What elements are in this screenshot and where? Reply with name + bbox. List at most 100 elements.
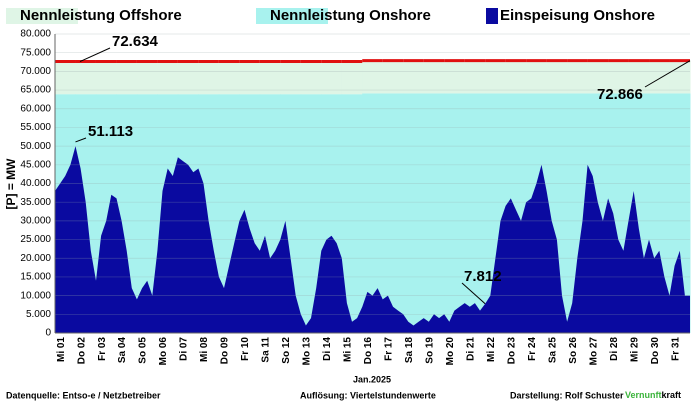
footer-brand: Vernunftkraft — [625, 390, 681, 400]
offshore-capacity — [259, 61, 281, 95]
annotation: 7.812 — [464, 268, 502, 285]
onshore-capacity — [341, 94, 363, 333]
x-tick-label: Sa 25 — [547, 337, 558, 364]
x-tick-label: So 26 — [568, 337, 579, 364]
x-tick-label: Mo 13 — [302, 337, 313, 366]
offshore-capacity — [218, 61, 240, 95]
offshore-capacity — [136, 61, 158, 95]
offshore-capacity — [526, 60, 548, 94]
offshore-capacity — [239, 61, 261, 95]
offshore-capacity — [362, 60, 384, 94]
legend-label: Einspeisung Onshore — [500, 7, 655, 24]
offshore-capacity — [382, 60, 404, 94]
y-tick-label: 45.000 — [20, 159, 51, 170]
offshore-capacity — [280, 61, 302, 95]
onshore-capacity — [423, 93, 445, 334]
y-tick-label: 60.000 — [20, 103, 51, 114]
x-tick-label: Di 14 — [322, 337, 333, 361]
x-tick-label: Fr 10 — [240, 337, 251, 361]
onshore-capacity — [362, 93, 384, 334]
offshore-capacity — [608, 60, 630, 94]
offshore-capacity — [587, 60, 609, 94]
y-tick-label: 25.000 — [20, 234, 51, 245]
x-tick-label: Di 21 — [465, 337, 476, 361]
offshore-capacity — [546, 60, 568, 94]
x-tick-label: So 19 — [424, 337, 435, 364]
x-tick-label: Di 07 — [179, 337, 190, 361]
offshore-capacity — [198, 61, 220, 95]
offshore-capacity — [321, 61, 343, 95]
onshore-capacity — [382, 93, 404, 334]
y-tick-label: 55.000 — [20, 122, 51, 133]
offshore-capacity — [485, 60, 507, 94]
y-tick-label: 65.000 — [20, 85, 51, 96]
offshore-capacity — [116, 61, 138, 95]
x-tick-label: Mi 01 — [56, 337, 67, 362]
footer-source: Datenquelle: Entso-e / Netzbetreiber — [6, 390, 161, 400]
y-tick-label: 70.000 — [20, 66, 51, 77]
onshore-capacity — [464, 93, 486, 334]
annotation-leader — [79, 47, 111, 62]
offshore-capacity — [567, 60, 589, 94]
onshore-feed-area — [55, 146, 690, 333]
y-tick-label: 5.000 — [26, 309, 51, 320]
y-tick-label: 20.000 — [20, 253, 51, 264]
x-tick-label: Sa 11 — [261, 337, 272, 363]
y-axis-label: [P] = MW — [4, 158, 18, 210]
x-tick-label: Mi 22 — [486, 337, 497, 362]
offshore-capacity — [505, 60, 527, 94]
onshore-capacity — [444, 93, 466, 334]
x-tick-label: Di 28 — [609, 337, 620, 361]
offshore-capacity — [341, 61, 363, 95]
legend-swatch — [256, 8, 328, 24]
legend-swatch — [486, 8, 498, 24]
onshore-capacity — [300, 94, 322, 333]
onshore-capacity — [136, 94, 158, 333]
offshore-capacity — [300, 61, 322, 95]
offshore-capacity — [157, 61, 179, 95]
x-tick-label: Fr 24 — [527, 337, 538, 361]
x-tick-label: Mo 20 — [445, 337, 456, 366]
offshore-capacity — [95, 61, 117, 95]
x-tick-label: So 05 — [138, 337, 149, 364]
x-tick-label: So 12 — [281, 337, 292, 364]
y-tick-label: 80.000 — [20, 29, 51, 40]
brand-b: kraft — [662, 390, 682, 400]
annotation: 51.113 — [88, 123, 133, 140]
legend-label: Nennleistung Offshore — [20, 7, 182, 24]
offshore-capacity — [669, 60, 691, 94]
annotation-leader — [644, 60, 691, 88]
offshore-capacity — [55, 61, 76, 95]
legend-swatch — [6, 8, 78, 24]
x-tick-label: Fr 03 — [97, 337, 108, 361]
y-tick-label: 0 — [45, 328, 51, 339]
footer-resolution: Auflösung: Viertelstundenwerte — [300, 390, 436, 400]
annotation: 72.634 — [112, 33, 159, 50]
annotation-leader — [75, 137, 87, 143]
offshore-capacity — [649, 60, 671, 94]
x-tick-label: Mo 27 — [588, 337, 599, 366]
x-tick-label: Fr 31 — [670, 337, 681, 361]
x-tick-label: Sa 18 — [404, 337, 415, 364]
offshore-capacity — [464, 60, 486, 94]
x-tick-label: Do 09 — [220, 337, 231, 365]
offshore-capacity — [628, 60, 650, 94]
y-tick-label: 30.000 — [20, 216, 51, 227]
offshore-capacity — [423, 60, 445, 94]
offshore-capacity — [75, 61, 97, 95]
footer-author: Darstellung: Rolf Schuster — [510, 390, 624, 400]
legend-label: Nennleistung Onshore — [270, 7, 431, 24]
y-tick-label: 10.000 — [20, 290, 51, 301]
y-tick-label: 75.000 — [20, 47, 51, 58]
x-axis-label: Jan.2025 — [353, 374, 391, 384]
x-tick-label: Do 23 — [506, 337, 517, 365]
annotation: 72.866 — [597, 86, 643, 103]
x-tick-label: Mi 15 — [343, 337, 354, 362]
x-tick-label: Mi 29 — [629, 337, 640, 362]
offshore-capacity — [177, 61, 199, 95]
brand-a: Vernunft — [625, 390, 662, 400]
x-tick-label: Sa 04 — [117, 337, 128, 364]
y-tick-label: 15.000 — [20, 272, 51, 283]
x-tick-label: Fr 17 — [384, 337, 395, 361]
